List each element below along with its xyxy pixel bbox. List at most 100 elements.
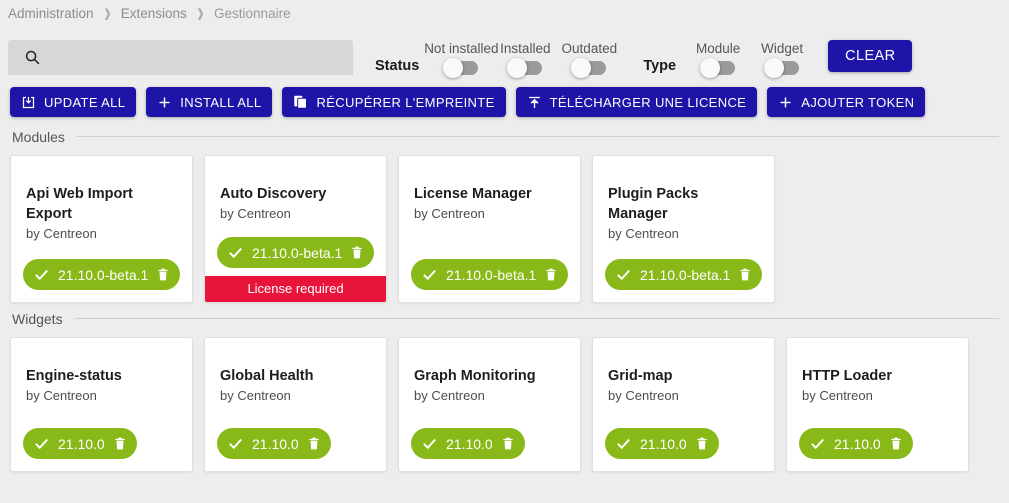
version-label: 21.10.0 [252,435,299,452]
check-icon [33,266,50,283]
type-filter-label: Type [643,58,677,74]
trash-icon[interactable] [501,436,515,451]
breadcrumb: Administration ❯ Extensions ❯ Gestionnai… [0,0,1009,27]
check-icon [615,435,632,452]
version-label: 21.10.0-beta.1 [446,266,537,283]
switch-track[interactable] [507,58,543,78]
version-pill[interactable]: 21.10.0-beta.1 [605,259,763,290]
pill-wrap: 21.10.0 [11,428,192,471]
card-title: Engine-status [26,368,122,384]
extension-card[interactable]: Plugin Packs Manager by Centreon 21.10.0… [592,155,775,303]
search-input[interactable] [41,39,353,75]
card-author: by Centreon [802,388,873,403]
chevron-right-icon: ❯ [196,8,205,20]
switch-knob [571,58,592,78]
clear-filters-button[interactable]: CLEAR [828,40,913,72]
card-body: Global Health by Centreon [205,338,386,428]
add-token-button[interactable]: AJOUTER TOKEN [767,87,926,117]
trash-icon[interactable] [544,267,558,282]
version-pill[interactable]: 21.10.0 [217,428,331,459]
button-label: TÉLÉCHARGER UNE LICENCE [549,94,747,110]
button-label: AJOUTER TOKEN [801,94,915,110]
search-icon [24,49,41,66]
switch-track[interactable] [700,58,736,78]
extension-card[interactable]: Graph Monitoring by Centreon 21.10.0 [398,337,581,472]
card-body: Auto Discovery by Centreon [205,156,386,237]
card-body: Api Web Import Export by Centreon [11,156,192,259]
plus-icon [157,95,172,110]
extension-card[interactable]: Auto Discovery by Centreon 21.10.0-beta.… [204,155,387,303]
button-label: RÉCUPÉRER L'EMPREINTE [316,94,495,110]
switch-knob [507,58,528,78]
button-label: INSTALL ALL [180,94,262,110]
version-pill[interactable]: 21.10.0-beta.1 [411,259,569,290]
modules-section-header: Modules [0,124,1009,149]
copy-icon [293,94,308,110]
trash-icon[interactable] [156,267,170,282]
version-pill[interactable]: 21.10.0 [605,428,719,459]
extension-card[interactable]: Global Health by Centreon 21.10.0 [204,337,387,472]
card-body: Plugin Packs Manager by Centreon [593,156,774,259]
toggle-widget[interactable]: Widget [750,41,814,78]
version-label: 21.10.0-beta.1 [58,266,149,283]
breadcrumb-item-gestionnaire[interactable]: Gestionnaire [214,6,291,21]
trash-icon[interactable] [113,436,127,451]
trash-icon[interactable] [307,436,321,451]
toggle-label: Installed [500,41,551,56]
pill-wrap: 21.10.0-beta.1 [593,259,774,302]
version-pill[interactable]: 21.10.0 [799,428,913,459]
extension-card[interactable]: Api Web Import Export by Centreon 21.10.… [10,155,193,303]
retrieve-fingerprint-button[interactable]: RÉCUPÉRER L'EMPREINTE [282,87,506,117]
card-title: Grid-map [608,368,673,384]
version-pill[interactable]: 21.10.0-beta.1 [23,259,181,290]
trash-icon[interactable] [889,436,903,451]
trash-icon[interactable] [738,267,752,282]
pill-wrap: 21.10.0 [593,428,774,471]
trash-icon[interactable] [695,436,709,451]
widgets-card-row: Engine-status by Centreon 21.10.0 Global… [0,331,1009,472]
breadcrumb-item-extensions[interactable]: Extensions [120,6,187,21]
toggle-outdated[interactable]: Outdated [557,41,621,78]
update-all-button[interactable]: UPDATE ALL [10,87,137,117]
trash-icon[interactable] [350,245,364,260]
version-pill[interactable]: 21.10.0 [411,428,525,459]
version-pill[interactable]: 21.10.0-beta.1 [217,237,375,268]
pill-wrap: 21.10.0 [787,428,968,471]
extension-card[interactable]: Engine-status by Centreon 21.10.0 [10,337,193,472]
extension-card[interactable]: License Manager by Centreon 21.10.0-beta… [398,155,581,303]
install-all-button[interactable]: INSTALL ALL [146,87,273,117]
breadcrumb-item-administration[interactable]: Administration [8,6,94,21]
card-author: by Centreon [26,388,97,403]
upload-license-button[interactable]: TÉLÉCHARGER UNE LICENCE [515,87,758,117]
extension-card[interactable]: HTTP Loader by Centreon 21.10.0 [786,337,969,472]
card-author: by Centreon [220,206,291,221]
card-author: by Centreon [26,226,97,241]
card-author: by Centreon [414,206,485,221]
type-filter-group: Type Module Widget CLEAR [621,27,913,83]
card-title: Plugin Packs Manager [608,186,699,222]
pill-wrap: 21.10.0-beta.1 [11,259,192,302]
version-label: 21.10.0-beta.1 [252,244,343,261]
toggle-module[interactable]: Module [686,41,750,78]
card-body: License Manager by Centreon [399,156,580,259]
toggle-installed[interactable]: Installed [493,41,557,78]
card-author: by Centreon [608,388,679,403]
switch-track[interactable] [764,58,800,78]
chevron-right-icon: ❯ [103,8,111,20]
button-label: UPDATE ALL [44,94,126,110]
check-icon [227,244,244,261]
switch-track[interactable] [571,58,607,78]
download-box-icon [21,95,36,110]
switch-track[interactable] [443,58,479,78]
check-icon [421,435,438,452]
version-pill[interactable]: 21.10.0 [23,428,137,459]
extension-card[interactable]: Grid-map by Centreon 21.10.0 [592,337,775,472]
toggle-label: Outdated [561,41,618,56]
toggle-not-installed[interactable]: Not installed [424,41,498,78]
version-label: 21.10.0 [446,435,493,452]
search-field[interactable] [8,39,353,75]
card-author: by Centreon [608,226,679,241]
version-label: 21.10.0 [834,435,881,452]
toggle-label: Widget [761,41,804,56]
status-filter-group: Status Not installed Installed Outdated [353,27,621,83]
